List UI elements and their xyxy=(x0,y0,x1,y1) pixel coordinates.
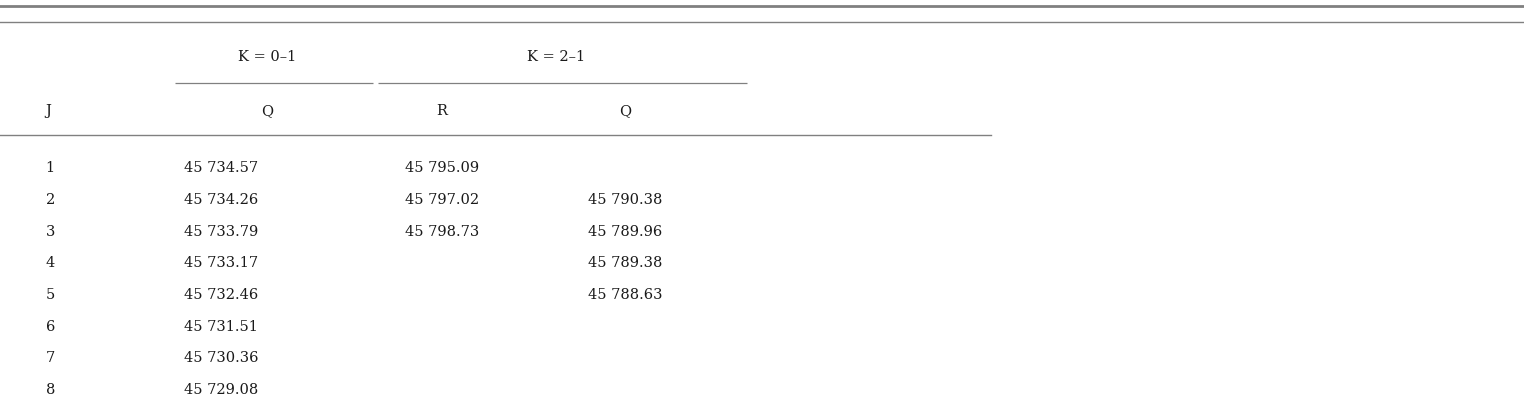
Text: J: J xyxy=(46,104,52,118)
Text: 45 795.09: 45 795.09 xyxy=(405,161,479,175)
Text: Q: Q xyxy=(261,104,273,118)
Text: R: R xyxy=(436,104,448,118)
Text: 45 789.38: 45 789.38 xyxy=(588,256,661,270)
Text: 45 788.63: 45 788.63 xyxy=(588,288,661,302)
Text: 45 790.38: 45 790.38 xyxy=(588,193,661,207)
Text: 45 731.51: 45 731.51 xyxy=(184,320,258,334)
Text: K = 0–1: K = 0–1 xyxy=(238,50,296,65)
Text: 45 733.17: 45 733.17 xyxy=(184,256,258,270)
Text: 45 730.36: 45 730.36 xyxy=(184,351,258,366)
Text: 6: 6 xyxy=(46,320,55,334)
Text: 45 734.57: 45 734.57 xyxy=(184,161,258,175)
Text: K = 2–1: K = 2–1 xyxy=(527,50,585,65)
Text: 2: 2 xyxy=(46,193,55,207)
Text: 4: 4 xyxy=(46,256,55,270)
Text: 45 797.02: 45 797.02 xyxy=(405,193,479,207)
Text: Q: Q xyxy=(619,104,631,118)
Text: 45 733.79: 45 733.79 xyxy=(184,225,258,239)
Text: 45 729.08: 45 729.08 xyxy=(184,383,258,396)
Text: 45 734.26: 45 734.26 xyxy=(184,193,258,207)
Text: 7: 7 xyxy=(46,351,55,366)
Text: 45 798.73: 45 798.73 xyxy=(405,225,479,239)
Text: 45 732.46: 45 732.46 xyxy=(184,288,258,302)
Text: 45 789.96: 45 789.96 xyxy=(588,225,661,239)
Text: 3: 3 xyxy=(46,225,55,239)
Text: 1: 1 xyxy=(46,161,55,175)
Text: 5: 5 xyxy=(46,288,55,302)
Text: 8: 8 xyxy=(46,383,55,396)
